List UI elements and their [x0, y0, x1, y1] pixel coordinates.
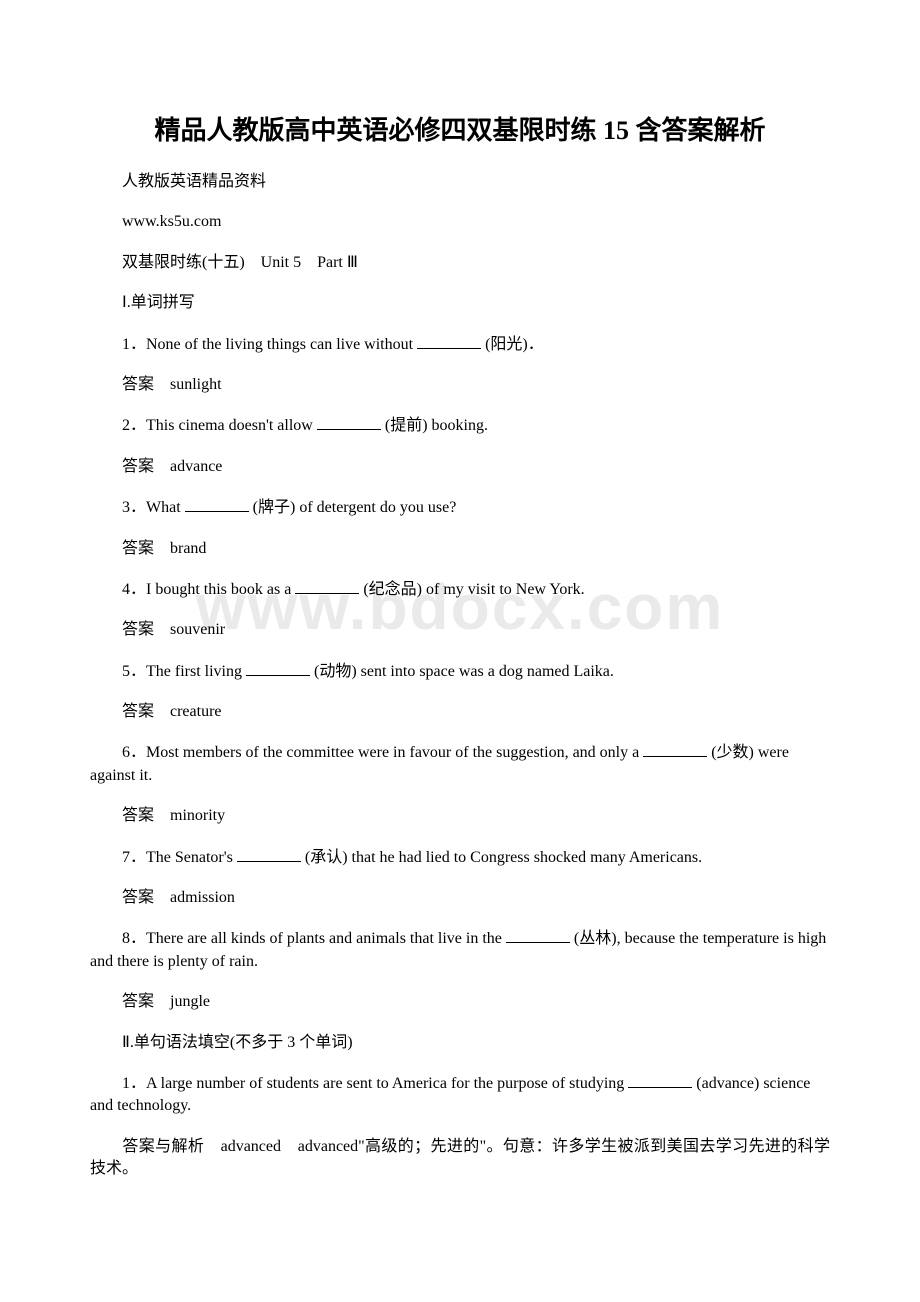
question-4: 4．I bought this book as a (纪念品) of my vi… [90, 578, 830, 601]
blank-8 [506, 927, 570, 943]
answer-3: 答案 brand [90, 538, 830, 560]
subtitle-2: 双基限时练(十五) Unit 5 Part Ⅲ [90, 252, 830, 274]
question-8: 8．There are all kinds of plants and anim… [90, 927, 830, 973]
blank-5 [246, 660, 310, 676]
section-2-heading: Ⅱ.单句语法填空(不多于 3 个单词) [90, 1032, 830, 1054]
question-7-text-b: (承认) that he had lied to Congress shocke… [301, 849, 702, 866]
question-2: 2．This cinema doesn't allow (提前) booking… [90, 414, 830, 437]
question-2-text-a: 2．This cinema doesn't allow [122, 417, 317, 434]
answer-7: 答案 admission [90, 887, 830, 909]
question-6: 6．Most members of the committee were in … [90, 741, 830, 787]
question-2-1: 1．A large number of students are sent to… [90, 1072, 830, 1118]
question-5: 5．The first living (动物) sent into space … [90, 660, 830, 683]
question-1-text-a: 1．None of the living things can live wit… [122, 336, 417, 353]
question-1-text-b: (阳光)． [481, 336, 544, 353]
question-3: 3．What (牌子) of detergent do you use? [90, 496, 830, 519]
question-4-text-b: (纪念品) of my visit to New York. [359, 581, 584, 598]
blank-7 [237, 846, 301, 862]
answer-4: 答案 souvenir [90, 619, 830, 641]
answer-6: 答案 minority [90, 805, 830, 827]
answer-1: 答案 sunlight [90, 374, 830, 396]
question-6-text-a: 6．Most members of the committee were in … [122, 744, 643, 761]
subtitle-1: 人教版英语精品资料 [90, 171, 830, 193]
answer-2-1-text: 答案与解析 advanced advanced"高级的；先进的"。句意：许多学生… [90, 1138, 830, 1177]
question-7-text-a: 7．The Senator's [122, 849, 237, 866]
question-8-text-a: 8．There are all kinds of plants and anim… [122, 930, 506, 947]
blank-4 [295, 578, 359, 594]
document-body: 精品人教版高中英语必修四双基限时练 15 含答案解析 人教版英语精品资料 www… [0, 0, 920, 1259]
question-4-text-a: 4．I bought this book as a [122, 581, 295, 598]
answer-2-1: 答案与解析 advanced advanced"高级的；先进的"。句意：许多学生… [90, 1136, 830, 1181]
question-2-text-b: (提前) booking. [381, 417, 488, 434]
question-5-text-b: (动物) sent into space was a dog named Lai… [310, 663, 614, 680]
question-3-text-a: 3．What [122, 499, 185, 516]
source-url: www.ks5u.com [90, 211, 830, 233]
blank-1 [417, 333, 481, 349]
document-title: 精品人教版高中英语必修四双基限时练 15 含答案解析 [90, 110, 830, 147]
blank-2 [317, 414, 381, 430]
question-5-text-a: 5．The first living [122, 663, 246, 680]
answer-8: 答案 jungle [90, 991, 830, 1013]
question-3-text-b: (牌子) of detergent do you use? [249, 499, 457, 516]
question-7: 7．The Senator's (承认) that he had lied to… [90, 846, 830, 869]
blank-2-1 [628, 1072, 692, 1088]
answer-5: 答案 creature [90, 701, 830, 723]
blank-6 [643, 741, 707, 757]
question-2-1-text-a: 1．A large number of students are sent to… [122, 1075, 628, 1092]
answer-2: 答案 advance [90, 456, 830, 478]
blank-3 [185, 496, 249, 512]
question-1: 1．None of the living things can live wit… [90, 333, 830, 356]
section-1-heading: Ⅰ.单词拼写 [90, 292, 830, 314]
